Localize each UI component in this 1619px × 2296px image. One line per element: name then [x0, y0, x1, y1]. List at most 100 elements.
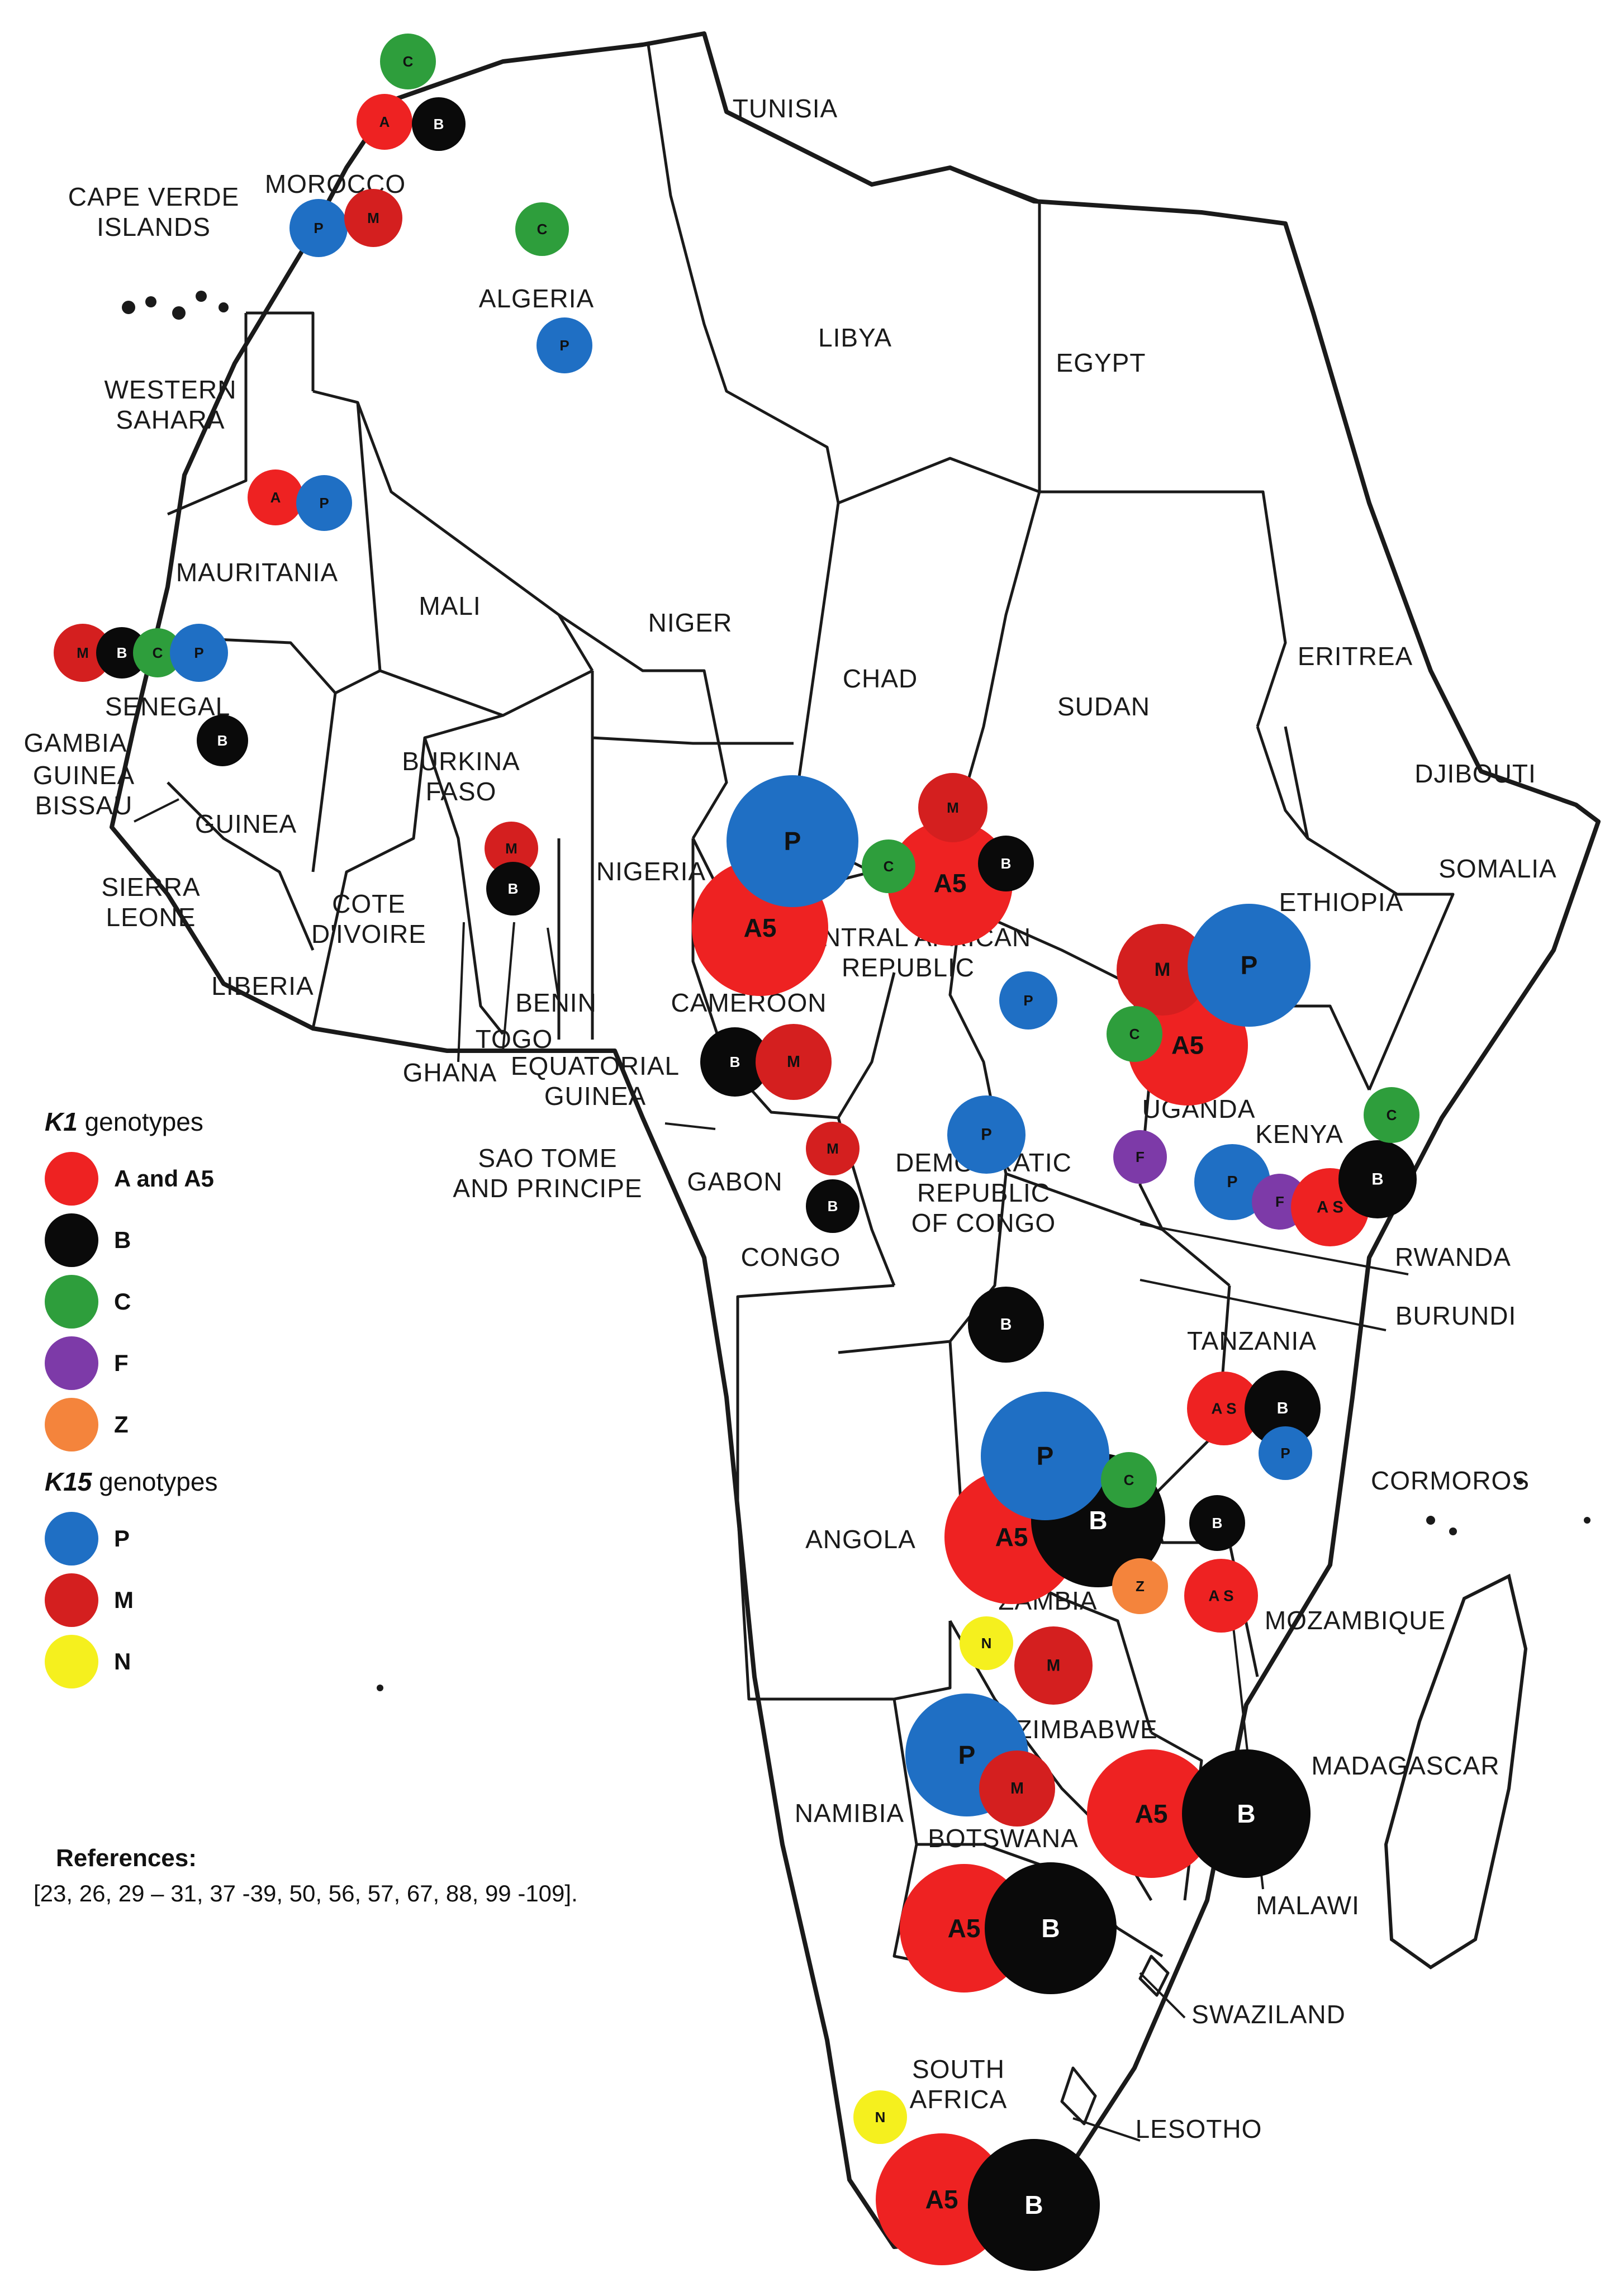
country-label-congo: CONGO: [741, 1242, 841, 1272]
country-label-burundi: BURUNDI: [1395, 1301, 1517, 1330]
marker-p-7: P: [536, 317, 592, 373]
k1-legend-row-c: C: [45, 1271, 425, 1332]
svg-text:A5: A5: [995, 1522, 1028, 1552]
legend-label: A and A5: [114, 1165, 214, 1192]
k1-legend-row-f: F: [45, 1332, 425, 1394]
marker-b-24: B: [700, 1027, 770, 1097]
legend-label: C: [114, 1288, 131, 1315]
country-label-sao-tome-and-principe: SAO TOME AND PRINCIPE: [453, 1144, 642, 1203]
marker-c-21: C: [862, 839, 915, 893]
country-label-guinea: GUINEA: [195, 809, 297, 838]
svg-text:M: M: [77, 644, 89, 661]
madagascar-outline: [1384, 1573, 1528, 1970]
marker-b-57: B: [985, 1862, 1117, 1994]
svg-text:P: P: [319, 495, 329, 511]
legend-swatch: [45, 1398, 98, 1451]
svg-text:A5: A5: [934, 869, 967, 898]
marker-m-10: M: [54, 624, 112, 682]
svg-text:B: B: [117, 644, 127, 661]
legend-label: N: [114, 1648, 131, 1674]
svg-text:P: P: [1037, 1441, 1054, 1470]
marker-p-28: P: [947, 1095, 1025, 1174]
svg-text:B: B: [1089, 1506, 1107, 1535]
svg-text:M: M: [827, 1140, 839, 1157]
svg-text:B: B: [217, 732, 228, 749]
marker-c-33: C: [1107, 1006, 1162, 1062]
marker-m-51: M: [1014, 1626, 1093, 1705]
country-label-mozambique: MOZAMBIQUE: [1265, 1606, 1446, 1635]
references-text: [23, 26, 29 – 31, 37 -39, 50, 56, 57, 67…: [34, 1880, 578, 1906]
marker-a-s-49: A S: [1184, 1559, 1258, 1633]
legend-label: P: [114, 1525, 130, 1552]
country-label-egypt: EGYPT: [1056, 348, 1146, 377]
legend-label: Z: [114, 1411, 129, 1438]
k1-legend-row-a-and-a5: A and A5: [45, 1148, 425, 1209]
k15-legend-title: K15 genotypes: [45, 1467, 218, 1496]
svg-text:P: P: [559, 337, 569, 354]
svg-text:Z: Z: [1136, 1578, 1145, 1595]
marker-n-50: N: [960, 1616, 1013, 1670]
references: References: [23, 26, 29 – 31, 37 -39, 50…: [34, 1844, 816, 1907]
marker-p-35: P: [1194, 1144, 1270, 1220]
marker-a-2: A: [357, 94, 412, 150]
marker-a-s-40: A S: [1187, 1372, 1261, 1445]
marker-b-11: B: [96, 627, 148, 679]
country-label-tunisia: TUNISIA: [733, 94, 838, 123]
svg-text:B: B: [730, 1054, 740, 1070]
marker-z-47: Z: [1112, 1558, 1168, 1614]
marker-c-1: C: [380, 34, 436, 89]
svg-text:B: B: [1041, 1914, 1060, 1943]
marker-b-29: B: [968, 1287, 1044, 1363]
svg-text:A S: A S: [1208, 1587, 1233, 1605]
svg-text:M: M: [947, 799, 959, 816]
country-label-madagascar: MADAGASCAR: [1311, 1751, 1499, 1780]
svg-text:B: B: [1371, 1170, 1383, 1189]
marker-p-18: P: [727, 775, 858, 907]
legend-swatch: [45, 1152, 98, 1206]
country-label-cormoros: CORMOROS: [1371, 1466, 1530, 1495]
svg-text:P: P: [194, 644, 203, 661]
country-label-eritrea: ERITREA: [1298, 642, 1413, 671]
country-label-mauritania: MAURITANIA: [176, 558, 338, 587]
legend: K1 genotypes A and A5 B C F Z K15 genotypes …: [34, 1107, 425, 1692]
marker-b-38: B: [1338, 1140, 1417, 1218]
marker-b-14: B: [197, 715, 248, 766]
svg-text:P: P: [1280, 1445, 1290, 1462]
country-label-nigeria: NIGERIA: [596, 857, 706, 886]
k15-legend-row-p: P: [45, 1508, 425, 1569]
legend-swatch: [45, 1512, 98, 1566]
marker-a5-54: A5: [1087, 1749, 1216, 1878]
svg-text:C: C: [153, 644, 163, 661]
svg-text:P: P: [1227, 1173, 1237, 1191]
svg-text:B: B: [1277, 1400, 1289, 1417]
country-label-equatorial-guinea: EQUATORIAL GUINEA: [511, 1051, 680, 1111]
marker-p-45: P: [981, 1392, 1109, 1520]
country-label-algeria: ALGERIA: [479, 284, 594, 313]
legend-swatch: [45, 1336, 98, 1390]
country-label-senegal: SENEGAL: [105, 692, 230, 721]
k15-legend-items: P M N: [34, 1508, 425, 1692]
country-label-somalia: SOMALIA: [1438, 854, 1557, 883]
country-label-rwanda: RWANDA: [1395, 1242, 1511, 1272]
svg-text:P: P: [784, 827, 801, 856]
country-label-djibouti: DJIBOUTI: [1414, 759, 1536, 788]
country-label-benin: BENIN: [515, 988, 597, 1017]
marker-m-20: M: [918, 773, 987, 842]
k1-legend-title: K1 genotypes: [45, 1107, 203, 1136]
marker-p-4: P: [289, 199, 348, 257]
country-label-guinea-bissau: GUINEA BISSAU: [33, 761, 135, 820]
svg-text:P: P: [981, 1126, 992, 1144]
svg-text:N: N: [875, 2109, 886, 2126]
svg-text:N: N: [981, 1635, 992, 1652]
country-label-swaziland: SWAZILAND: [1191, 2000, 1346, 2029]
country-label-burkina-faso: BURKINA FASO: [402, 747, 520, 806]
marker-m-15: M: [485, 822, 538, 875]
marker-b-3: B: [412, 97, 466, 151]
marker-b-27: B: [806, 1179, 860, 1233]
k15-legend-row-n: N: [45, 1631, 425, 1692]
svg-text:M: M: [1010, 1780, 1024, 1797]
country-label-liberia: LIBERIA: [211, 971, 314, 1000]
svg-text:M: M: [1155, 959, 1171, 980]
